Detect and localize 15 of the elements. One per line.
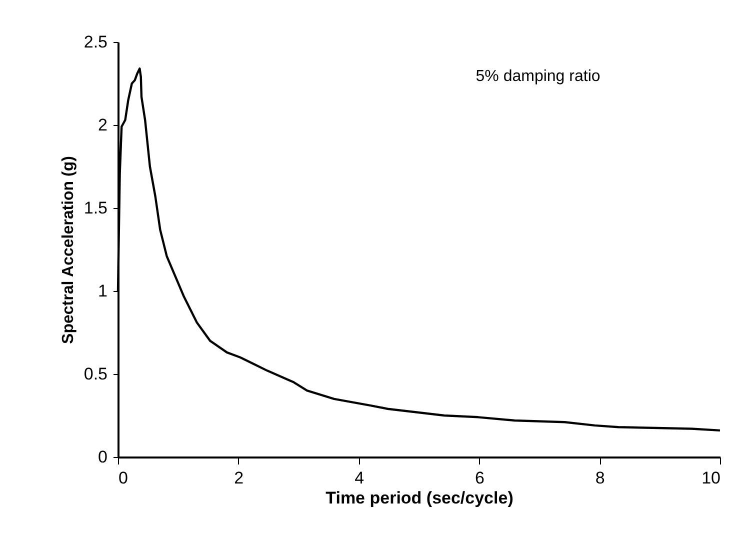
y-tick-label: 2.5 [84,32,108,52]
x-tick-label: 8 [595,468,605,488]
y-axis-title: Spectral Acceleration (g) [60,156,77,344]
y-tick-label: 2 [98,116,108,134]
x-tick-label: 0 [118,468,128,488]
x-tick-label: 2 [234,468,244,488]
y-tick-label: 1.5 [84,198,108,218]
y-tick-label: 0 [98,448,108,466]
x-tick-label: 4 [354,468,364,488]
y-tick-label: 1 [98,282,108,300]
y-tick-label: 0.5 [84,364,108,384]
x-axis-title: Time period (sec/cycle) [326,488,514,508]
annotation: 5% damping ratio [476,68,600,85]
x-tick-label: 10 [702,468,720,488]
x-tick-label: 6 [474,468,484,488]
